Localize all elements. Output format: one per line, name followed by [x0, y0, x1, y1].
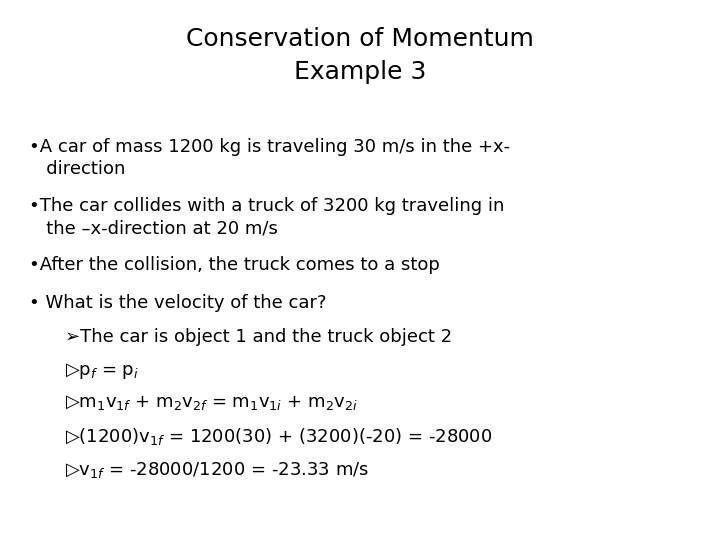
Text: Conservation of Momentum
Example 3: Conservation of Momentum Example 3	[186, 27, 534, 84]
Text: $\triangleright$m$_1$v$_{1f}$ + m$_2$v$_{2f}$ = m$_1$v$_{1i}$ + m$_2$v$_{2i}$: $\triangleright$m$_1$v$_{1f}$ + m$_2$v$_…	[65, 393, 358, 412]
Text: •After the collision, the truck comes to a stop: •After the collision, the truck comes to…	[29, 256, 440, 274]
Text: $\triangleright$(1200)v$_{1f}$ = 1200(30) + (3200)(-20) = -28000: $\triangleright$(1200)v$_{1f}$ = 1200(30…	[65, 426, 492, 447]
Text: ➢The car is object 1 and the truck object 2: ➢The car is object 1 and the truck objec…	[65, 328, 452, 346]
Text: $\triangleright$v$_{1f}$ = -28000/1200 = -23.33 m/s: $\triangleright$v$_{1f}$ = -28000/1200 =…	[65, 460, 369, 480]
Text: •The car collides with a truck of 3200 kg traveling in
   the –x-direction at 20: •The car collides with a truck of 3200 k…	[29, 197, 504, 237]
Text: •A car of mass 1200 kg is traveling 30 m/s in the +x-
   direction: •A car of mass 1200 kg is traveling 30 m…	[29, 138, 510, 178]
Text: • What is the velocity of the car?: • What is the velocity of the car?	[29, 294, 326, 312]
Text: $\triangleright$p$_f$ = p$_i$: $\triangleright$p$_f$ = p$_i$	[65, 361, 139, 381]
